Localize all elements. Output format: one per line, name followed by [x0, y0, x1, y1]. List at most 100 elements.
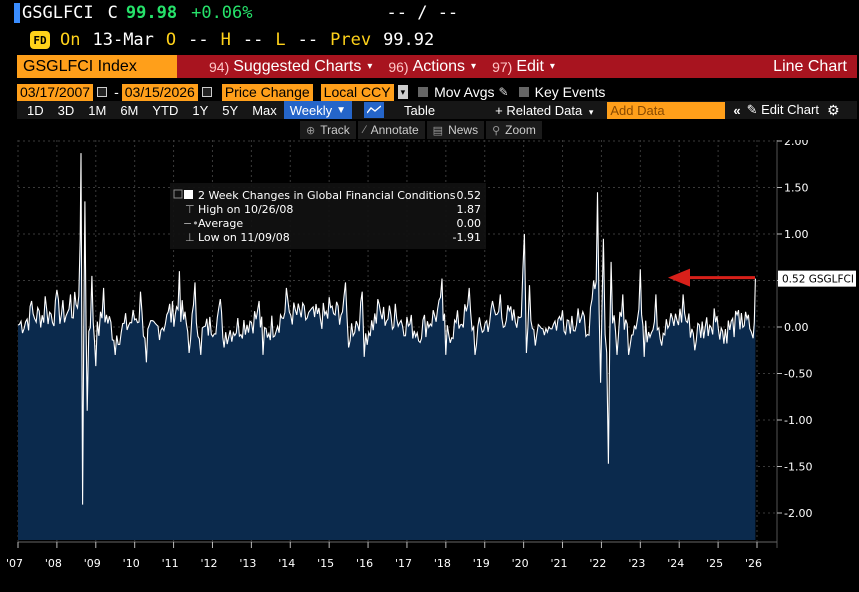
- collapse-icon[interactable]: «: [733, 102, 741, 118]
- legend-average-value: 0.00: [457, 217, 482, 230]
- period-6m[interactable]: 6M: [120, 102, 139, 118]
- last-value-box: [778, 270, 856, 287]
- table-button[interactable]: Table: [404, 102, 436, 118]
- x-axis: '07 '08 '09 '10 '11 '12 '13 '14 '15 '16 '17 '18 '19 '…: [6, 541, 777, 570]
- chevron-down-icon[interactable]: ▾: [397, 85, 409, 99]
- start-date-field[interactable]: 03/17/2007: [17, 83, 94, 101]
- period-5y[interactable]: 5Y: [222, 102, 239, 118]
- actions-label: Actions: [412, 57, 466, 75]
- key-events-checkbox[interactable]: [518, 87, 529, 97]
- y-axis: 2.001.501.000.500.00-0.50-1.00-1.50-2.00: [777, 140, 812, 520]
- date-separator: -: [114, 84, 119, 100]
- period-max[interactable]: Max: [252, 102, 277, 118]
- legend-low-value: -1.91: [453, 231, 481, 244]
- key-events-label[interactable]: Key Events: [534, 84, 606, 100]
- ticker-symbol[interactable]: GSGLFCI: [22, 3, 94, 23]
- security-field[interactable]: GSGLFCI Index: [17, 55, 177, 78]
- chevron-down-icon: ▼: [336, 104, 347, 116]
- session-icon[interactable]: FD: [30, 31, 50, 49]
- actions-button[interactable]: 96) Actions ▾: [380, 55, 484, 78]
- low-value: --: [297, 30, 319, 50]
- y-tick-label-1: 1.50: [784, 182, 809, 195]
- high-label: H: [220, 30, 231, 50]
- edit-number: 97): [492, 58, 513, 75]
- y-tick-label-6: -1.00: [784, 414, 812, 427]
- legend[interactable]: 2 Week Changes in Global Financial Condi…: [170, 183, 486, 249]
- high-marker-icon: ⊤: [185, 203, 195, 216]
- ticker-row: GSGLFCI C 99.98 +0.06% -- / --: [0, 0, 859, 26]
- price-mode-dropdown[interactable]: Price Change: [221, 83, 313, 101]
- x-tick-label-6: '13: [239, 557, 256, 570]
- suggested-charts-label: Suggested Charts: [233, 57, 362, 75]
- x-tick-label-16: '23: [628, 557, 645, 570]
- y-tick-label-2: 1.00: [784, 228, 809, 241]
- gear-icon[interactable]: ⚙: [826, 101, 840, 118]
- pencil-icon: ✎: [746, 102, 758, 117]
- track-label: Track: [320, 123, 350, 137]
- x-tick-label-18: '25: [706, 557, 723, 570]
- line-chart-icon[interactable]: [364, 102, 385, 118]
- end-date-field[interactable]: 03/15/2026: [121, 83, 198, 101]
- price-change: +0.06%: [191, 3, 253, 23]
- open-value: --: [188, 30, 209, 50]
- suggested-charts-button[interactable]: 94) Suggested Charts ▾: [201, 55, 380, 78]
- news-tool[interactable]: ▤ News: [426, 121, 485, 139]
- currency-dropdown[interactable]: Local CCY: [320, 83, 394, 101]
- prev-label: Prev: [330, 30, 372, 50]
- actions-number: 96): [388, 58, 409, 75]
- period-3d[interactable]: 3D: [57, 102, 75, 118]
- x-tick-label-9: '16: [356, 557, 373, 570]
- last-value-text: 0.52 GSGLFCI: [782, 274, 854, 286]
- series-line: [17, 153, 756, 505]
- mov-avgs-checkbox[interactable]: [418, 87, 429, 97]
- period-ytd[interactable]: YTD: [152, 102, 179, 118]
- period-1m[interactable]: 1M: [88, 102, 107, 118]
- calendar-icon[interactable]: [97, 87, 108, 97]
- annotation-arrow-icon[interactable]: [668, 268, 755, 287]
- last-value-label: 0.52 GSGLFCI: [778, 270, 856, 287]
- period-toolbar: 1D 3D 1M 6M YTD 1Y 5Y Max Weekly ▼ Table…: [17, 101, 857, 119]
- mov-avgs-label[interactable]: Mov Avgs: [434, 84, 495, 100]
- on-label: On: [60, 30, 81, 50]
- menu-bar: GSGLFCI Index 94) Suggested Charts ▾ 96)…: [17, 55, 857, 78]
- legend-low-label: Low on 11/09/08: [198, 231, 290, 244]
- legend-average-label: Average: [198, 217, 243, 230]
- period-1y[interactable]: 1Y: [192, 102, 209, 118]
- calendar-icon[interactable]: [201, 87, 212, 97]
- ticker-cursor: [14, 3, 20, 23]
- date-controls-row: 03/17/2007 - 03/15/2026 Price Change Loc…: [17, 83, 857, 101]
- pencil-icon[interactable]: ✎: [498, 85, 509, 99]
- x-tick-label-1: '08: [45, 557, 62, 570]
- x-tick-label-12: '19: [473, 557, 490, 570]
- frequency-label: Weekly: [289, 102, 333, 118]
- x-tick-label-8: '15: [317, 557, 334, 570]
- line-chart[interactable]: 2.001.501.000.500.00-0.50-1.00-1.50-2.00…: [0, 140, 859, 592]
- annotate-tool[interactable]: ∕ Annotate: [357, 121, 425, 139]
- edit-chart-button[interactable]: ✎ Edit Chart: [747, 102, 819, 118]
- high-value: --: [242, 30, 264, 50]
- chart-tools: ⊕ Track ∕ Annotate ▤ News ⚲ Zoom: [300, 121, 544, 139]
- x-tick-label-13: '20: [512, 557, 529, 570]
- news-icon: ▤: [432, 124, 444, 137]
- chevron-down-icon: ▾: [471, 61, 477, 72]
- add-data-input[interactable]: Add Data: [607, 101, 726, 119]
- y-tick-label-0: 2.00: [784, 140, 809, 148]
- chevron-down-icon: ▾: [588, 106, 594, 117]
- zoom-tool[interactable]: ⚲ Zoom: [486, 121, 542, 139]
- draw-line-icon: ∕: [363, 124, 366, 136]
- edit-button[interactable]: 97) Edit ▾: [484, 55, 563, 78]
- edit-chart-label: Edit Chart: [761, 102, 819, 117]
- x-tick-label-5: '12: [200, 557, 217, 570]
- legend-box: [170, 183, 486, 249]
- related-data-button[interactable]: + Related Data ▾: [495, 103, 593, 118]
- y-tick-label-5: -0.50: [784, 368, 812, 381]
- y-tick-label-8: -2.00: [784, 507, 812, 520]
- magnifier-icon: ⚲: [492, 124, 501, 137]
- ticker-flag: C: [107, 3, 118, 23]
- chevron-down-icon: ▾: [549, 61, 555, 72]
- period-1d[interactable]: 1D: [27, 102, 44, 118]
- frequency-dropdown[interactable]: Weekly ▼: [283, 101, 353, 119]
- track-tool[interactable]: ⊕ Track: [300, 121, 356, 139]
- legend-high-label: High on 10/26/08: [198, 203, 293, 216]
- legend-collapse-icon[interactable]: [173, 189, 183, 199]
